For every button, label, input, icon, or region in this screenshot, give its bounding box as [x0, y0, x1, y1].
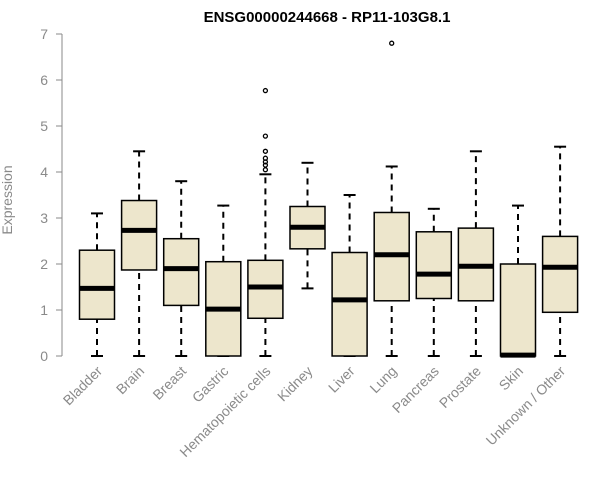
- outlier-point: [262, 167, 269, 173]
- iqr-box: [415, 231, 453, 300]
- box-lung: [373, 40, 410, 357]
- chart-title: ENSG00000244668 - RP11-103G8.1: [204, 9, 451, 26]
- x-tick-label: Breast: [149, 363, 189, 403]
- box-skin: [499, 204, 537, 358]
- y-tick-label: 3: [40, 210, 48, 226]
- x-tick-label: Brain: [113, 363, 147, 397]
- y-tick-label: 4: [40, 164, 48, 180]
- x-tick-label: Unknown / Other: [483, 363, 569, 449]
- iqr-box: [120, 199, 158, 271]
- y-axis: 0 1 2 3 4 5 6 7: [40, 26, 63, 364]
- x-tick-label: Lung: [366, 363, 399, 396]
- outlier-point: [389, 40, 395, 46]
- box-unknown-other: [541, 145, 579, 357]
- x-tick-label: Pancreas: [389, 363, 442, 416]
- y-tick-label: 7: [40, 26, 48, 42]
- box-bladder: [78, 212, 116, 357]
- y-tick-label: 0: [40, 348, 48, 364]
- outlier-point: [262, 87, 269, 94]
- outlier-point: [262, 148, 269, 154]
- outlier-point: [262, 162, 269, 168]
- outlier-point: [262, 155, 269, 161]
- box-liver: [331, 194, 368, 357]
- y-tick-label: 5: [40, 118, 48, 134]
- y-tick-label: 1: [40, 302, 48, 318]
- x-tick-label: Kidney: [274, 363, 316, 405]
- boxes-group: [78, 40, 579, 358]
- box-hematopoietic-cells: [247, 87, 284, 357]
- y-tick-label: 6: [40, 72, 48, 88]
- box-pancreas: [415, 207, 453, 357]
- box-gastric: [205, 204, 242, 357]
- iqr-box: [78, 249, 116, 320]
- x-tick-label: Prostate: [436, 363, 484, 411]
- box-breast: [162, 180, 200, 357]
- outlier-point: [262, 133, 269, 139]
- box-brain: [120, 150, 158, 357]
- box-prostate: [457, 150, 495, 357]
- box-kidney: [289, 161, 326, 290]
- iqr-box: [541, 235, 579, 314]
- y-axis-label: Expression: [0, 165, 15, 234]
- y-tick-label: 2: [40, 256, 48, 272]
- x-tick-label: Liver: [325, 363, 358, 396]
- iqr-box: [499, 263, 537, 357]
- iqr-box: [331, 251, 368, 357]
- x-tick-label: Bladder: [60, 363, 106, 409]
- x-tick-label: Skin: [496, 363, 527, 394]
- iqr-box: [162, 237, 200, 307]
